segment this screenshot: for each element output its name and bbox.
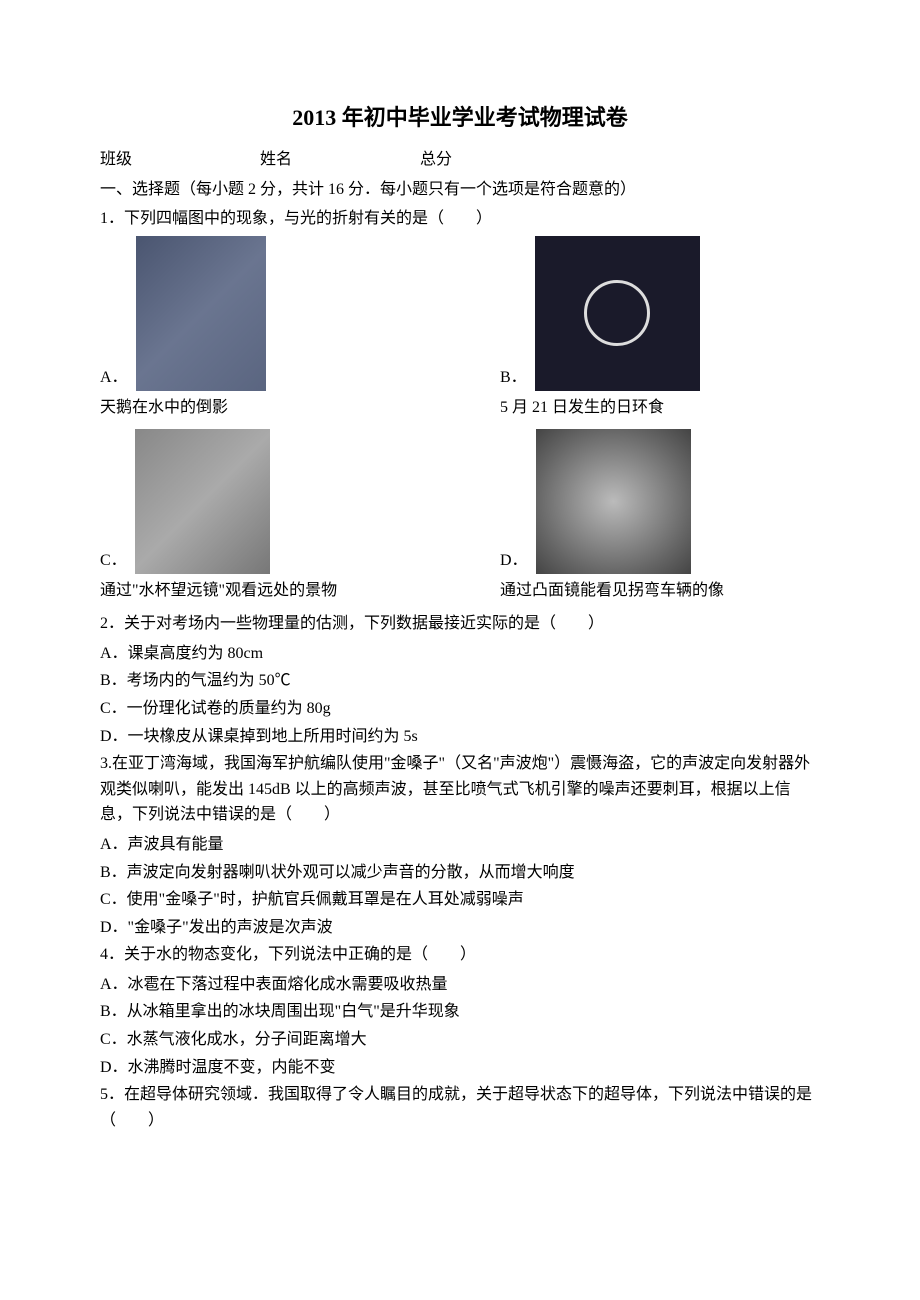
question-3-text: 3.在亚丁湾海域，我国海军护航编队使用"金嗓子"（又名"声波炮"）震慑海盗，它的… [100, 751, 820, 828]
q1-option-a-label: A． [100, 365, 128, 391]
question-2-text: 2．关于对考场内一些物理量的估测，下列数据最接近实际的是（ ） [100, 611, 820, 637]
q4-option-b: B．从冰箱里拿出的冰块周围出现"白气"是升华现象 [100, 999, 820, 1025]
q1-caption-row-ab: 天鹅在水中的倒影 5 月 21 日发生的日环食 [100, 395, 820, 421]
question-5-text: 5．在超导体研究领域．我国取得了令人瞩目的成就，关于超导状态下的超导体，下列说法… [100, 1082, 820, 1133]
q1-caption-a: 天鹅在水中的倒影 [100, 395, 500, 421]
q4-option-a: A．冰雹在下落过程中表面熔化成水需要吸收热量 [100, 972, 820, 998]
name-label: 姓名 [260, 147, 292, 173]
q1-image-d-mirror [536, 429, 691, 574]
q4-option-c: C．水蒸气液化成水，分子间距离增大 [100, 1027, 820, 1053]
q1-caption-b: 5 月 21 日发生的日环食 [500, 395, 820, 421]
q1-option-c-label: C． [100, 548, 127, 574]
q3-option-a: A．声波具有能量 [100, 832, 820, 858]
q1-option-d: D． [500, 429, 820, 574]
student-info-row: 班级 姓名 总分 [100, 147, 820, 173]
q1-image-a-swan [136, 236, 266, 391]
q1-image-c-telescope [135, 429, 270, 574]
q2-option-d: D．一块橡皮从课桌掉到地上所用时间约为 5s [100, 724, 820, 750]
q1-caption-row-cd: 通过"水杯望远镜"观看远处的景物 通过凸面镜能看见拐弯车辆的像 [100, 578, 820, 604]
q1-image-b-eclipse [535, 236, 700, 391]
q1-row-cd: C． D． [100, 429, 820, 574]
q3-option-d: D．"金嗓子"发出的声波是次声波 [100, 915, 820, 941]
page-title: 2013 年初中毕业学业考试物理试卷 [100, 100, 820, 135]
q3-option-b: B．声波定向发射器喇叭状外观可以减少声音的分散，从而增大响度 [100, 860, 820, 886]
q1-row-ab: A． B． [100, 236, 820, 391]
q1-caption-d: 通过凸面镜能看见拐弯车辆的像 [500, 578, 820, 604]
q1-option-b: B． [500, 236, 820, 391]
q4-option-d: D．水沸腾时温度不变，内能不变 [100, 1055, 820, 1081]
q1-option-c: C． [100, 429, 500, 574]
score-label: 总分 [420, 147, 452, 173]
q1-caption-c: 通过"水杯望远镜"观看远处的景物 [100, 578, 500, 604]
q2-option-b: B．考场内的气温约为 50℃ [100, 668, 820, 694]
q1-option-d-label: D． [500, 548, 528, 574]
q2-option-a: A．课桌高度约为 80cm [100, 641, 820, 667]
question-4-text: 4．关于水的物态变化，下列说法中正确的是（ ） [100, 942, 820, 968]
q2-option-c: C．一份理化试卷的质量约为 80g [100, 696, 820, 722]
class-label: 班级 [100, 147, 132, 173]
section-1-header: 一、选择题（每小题 2 分，共计 16 分．每小题只有一个选项是符合题意的） [100, 177, 820, 203]
q3-option-c: C．使用"金嗓子"时，护航官兵佩戴耳罩是在人耳处减弱噪声 [100, 887, 820, 913]
q1-option-a: A． [100, 236, 500, 391]
q1-option-b-label: B． [500, 365, 527, 391]
question-1-text: 1．下列四幅图中的现象，与光的折射有关的是（ ） [100, 206, 820, 232]
